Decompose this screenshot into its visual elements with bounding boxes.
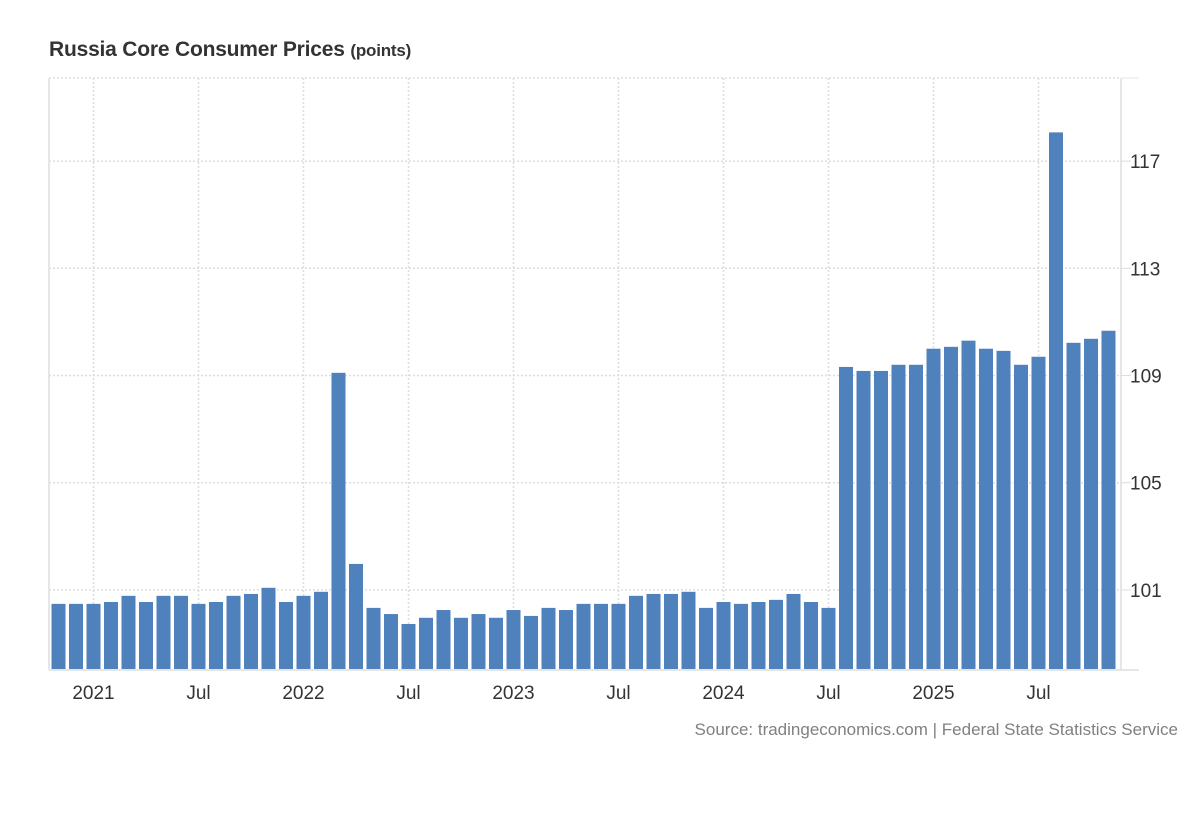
bar-2022-05	[366, 607, 381, 669]
bar-2025-04	[979, 348, 993, 669]
y-tick-label: 109	[1130, 367, 1162, 388]
bar-2024-11	[891, 364, 906, 669]
bar-2023-03	[541, 607, 556, 669]
bar-2022-08	[419, 617, 433, 669]
bar-2024-06	[804, 601, 818, 669]
x-tick-label: 2023	[492, 683, 534, 704]
bar-2021-09	[226, 595, 241, 669]
bar-2024-07	[821, 607, 836, 669]
y-tick-label: 101	[1130, 581, 1162, 602]
bar-2025-11	[1101, 330, 1116, 669]
x-tick-label: Jul	[396, 683, 420, 704]
bar-2023-12	[699, 607, 713, 669]
bar-2022-11	[471, 614, 486, 669]
bar-2023-11	[681, 591, 696, 669]
bar-2021-06	[174, 595, 188, 669]
chart-title: Russia Core Consumer Prices (points)	[49, 38, 411, 62]
x-tick-label: Jul	[816, 683, 840, 704]
bar-2023-07	[611, 603, 626, 669]
bar-2023-05	[576, 603, 591, 669]
bar-2024-08	[839, 366, 853, 669]
bar-2021-10	[244, 593, 258, 669]
x-axis-ticks: 2021 Jul 2022 Jul 2023 Jul 2024 Jul 2025 Jul	[72, 683, 1050, 704]
x-tick-label: Jul	[186, 683, 210, 704]
bar-2025-03	[961, 340, 976, 669]
bar-2023-01	[506, 610, 521, 669]
bar-2022-07	[401, 623, 416, 669]
bar-2021-03	[121, 595, 136, 669]
x-tick-label: 2025	[912, 683, 954, 704]
x-tick-label: 2021	[72, 683, 114, 704]
bar-2021-07	[191, 603, 206, 669]
bar-2025-09	[1066, 342, 1081, 669]
bar-2022-02	[314, 591, 328, 669]
bar-2023-02	[524, 615, 538, 669]
bar-2022-12	[489, 617, 503, 669]
bar-2021-12	[279, 601, 293, 669]
bar-2024-09	[856, 370, 871, 669]
bar-2022-04	[349, 563, 363, 669]
bar-2022-09	[436, 610, 451, 669]
bar-2020-12	[69, 603, 83, 669]
bar-2025-07	[1031, 356, 1046, 669]
bar-2023-04	[559, 610, 573, 669]
bar-2025-08	[1049, 132, 1063, 669]
bar-2021-01	[86, 603, 101, 669]
bar-2022-10	[454, 617, 468, 669]
bar-2025-05	[996, 350, 1011, 669]
bar-2021-04	[139, 601, 153, 669]
bar-2023-08	[629, 595, 643, 669]
bar-2024-10	[874, 370, 888, 669]
x-tick-label: Jul	[1026, 683, 1050, 704]
bar-2021-08	[209, 601, 223, 669]
bar-2025-06	[1014, 364, 1028, 669]
bar-2022-06	[384, 614, 398, 669]
bar-2024-04	[769, 599, 783, 669]
bar-2023-10	[664, 593, 678, 669]
bar-2024-05	[786, 593, 801, 669]
bar-2024-12	[909, 364, 923, 669]
y-tick-label: 113	[1130, 259, 1160, 280]
gridlines	[49, 77, 1121, 669]
bar-2024-01	[716, 601, 731, 669]
source-attribution: Source: tradingeconomics.com | Federal S…	[694, 720, 1178, 739]
y-tick-label: 117	[1130, 152, 1160, 173]
y-tick-label: 105	[1130, 474, 1162, 495]
bar-2023-09	[646, 593, 661, 669]
bar-2024-03	[751, 601, 766, 669]
x-tick-label: Jul	[606, 683, 630, 704]
bar-2022-01	[296, 595, 311, 669]
x-tick-label: 2024	[702, 683, 745, 704]
bar-2022-03	[331, 372, 346, 669]
bar-2020-11	[51, 603, 66, 669]
bar-2025-01	[926, 348, 941, 669]
bar-2021-11	[261, 587, 276, 669]
axes	[48, 77, 1139, 671]
x-tick-label: 2022	[282, 683, 324, 704]
bar-2023-06	[594, 603, 608, 669]
chart-title-text: Russia Core Consumer Prices	[49, 38, 345, 61]
bar-2025-02	[944, 346, 958, 669]
bars	[51, 132, 1116, 669]
bar-2021-02	[104, 601, 118, 669]
bar-2025-10	[1084, 338, 1098, 669]
y-axis-ticks: 101 105 109 113 117	[1121, 152, 1162, 602]
bar-2021-05	[156, 595, 171, 669]
bar-2024-02	[734, 603, 748, 669]
chart-unit-label: (points)	[350, 41, 412, 60]
